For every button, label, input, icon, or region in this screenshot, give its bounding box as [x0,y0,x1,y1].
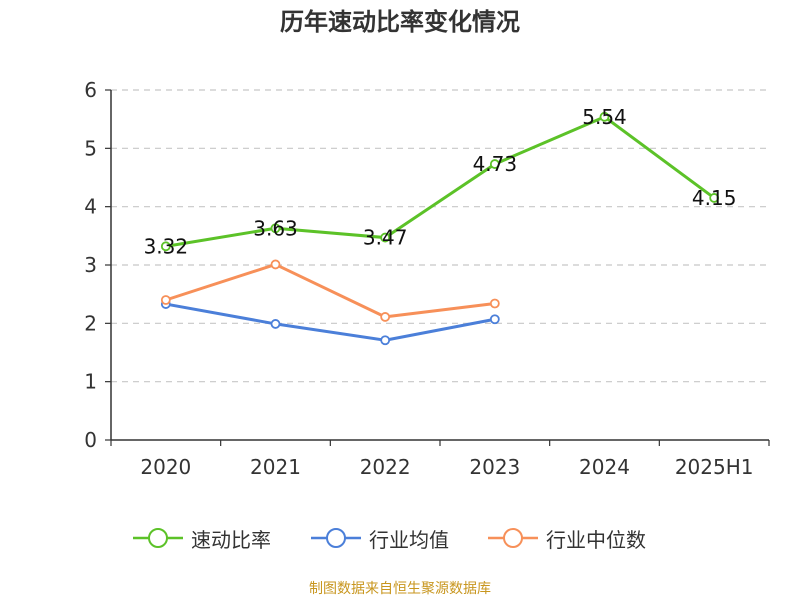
x-tick-label: 2023 [469,455,520,479]
x-tick-label: 2022 [360,455,411,479]
legend-label-industry-median: 行业中位数 [546,527,646,552]
x-tick-label: 2025H1 [675,455,754,479]
y-tick-label: 3 [84,253,97,277]
y-tick-label: 0 [84,428,97,452]
data-label: 5.54 [582,105,627,129]
data-label: 3.63 [253,216,298,240]
legend-item-industry-median[interactable]: 行业中位数 [488,520,646,556]
x-tick-label: 2020 [140,455,191,479]
data-label: 3.47 [363,226,408,250]
data-point [380,335,391,346]
data-point [270,319,281,329]
data-point [160,241,171,252]
series-line-1 [165,302,496,342]
legend-marker-quick-ratio [133,528,183,548]
y-tick-label: 2 [84,311,97,335]
data-point [380,232,391,243]
x-tick-label: 2021 [250,455,301,479]
chart-title: 历年速动比率变化情况 [280,8,520,36]
legend-item-quick-ratio[interactable]: 速动比率 [133,520,271,556]
data-point [160,295,171,305]
data-point [599,111,610,122]
y-tick-label: 1 [84,370,97,394]
data-point [489,298,500,309]
x-tick-label: 2024 [579,455,630,479]
data-point [489,159,500,169]
legend-label-quick-ratio: 速动比率 [191,527,271,552]
legend-item-industry-mean[interactable]: 行业均值 [311,520,449,556]
series-line-0 [165,115,716,248]
y-tick-label: 4 [84,195,97,219]
data-label: 4.15 [692,186,737,210]
series-line-2 [165,262,496,319]
chart-legend: 速动比率 行业均值 行业中位数 [0,520,800,556]
data-label: 4.73 [473,152,518,176]
data-point [380,312,391,322]
legend-marker-industry-median [488,528,538,548]
data-point [489,314,500,325]
legend-marker-industry-mean [311,528,361,548]
data-point [270,259,281,270]
y-tick-label: 6 [84,78,97,102]
data-point [270,223,281,234]
y-tick-label: 5 [84,136,97,160]
data-source-note: 制图数据来自恒生聚源数据库 [309,581,491,597]
legend-label-industry-mean: 行业均值 [369,527,449,552]
data-point [709,193,720,203]
data-label: 3.32 [144,234,189,258]
